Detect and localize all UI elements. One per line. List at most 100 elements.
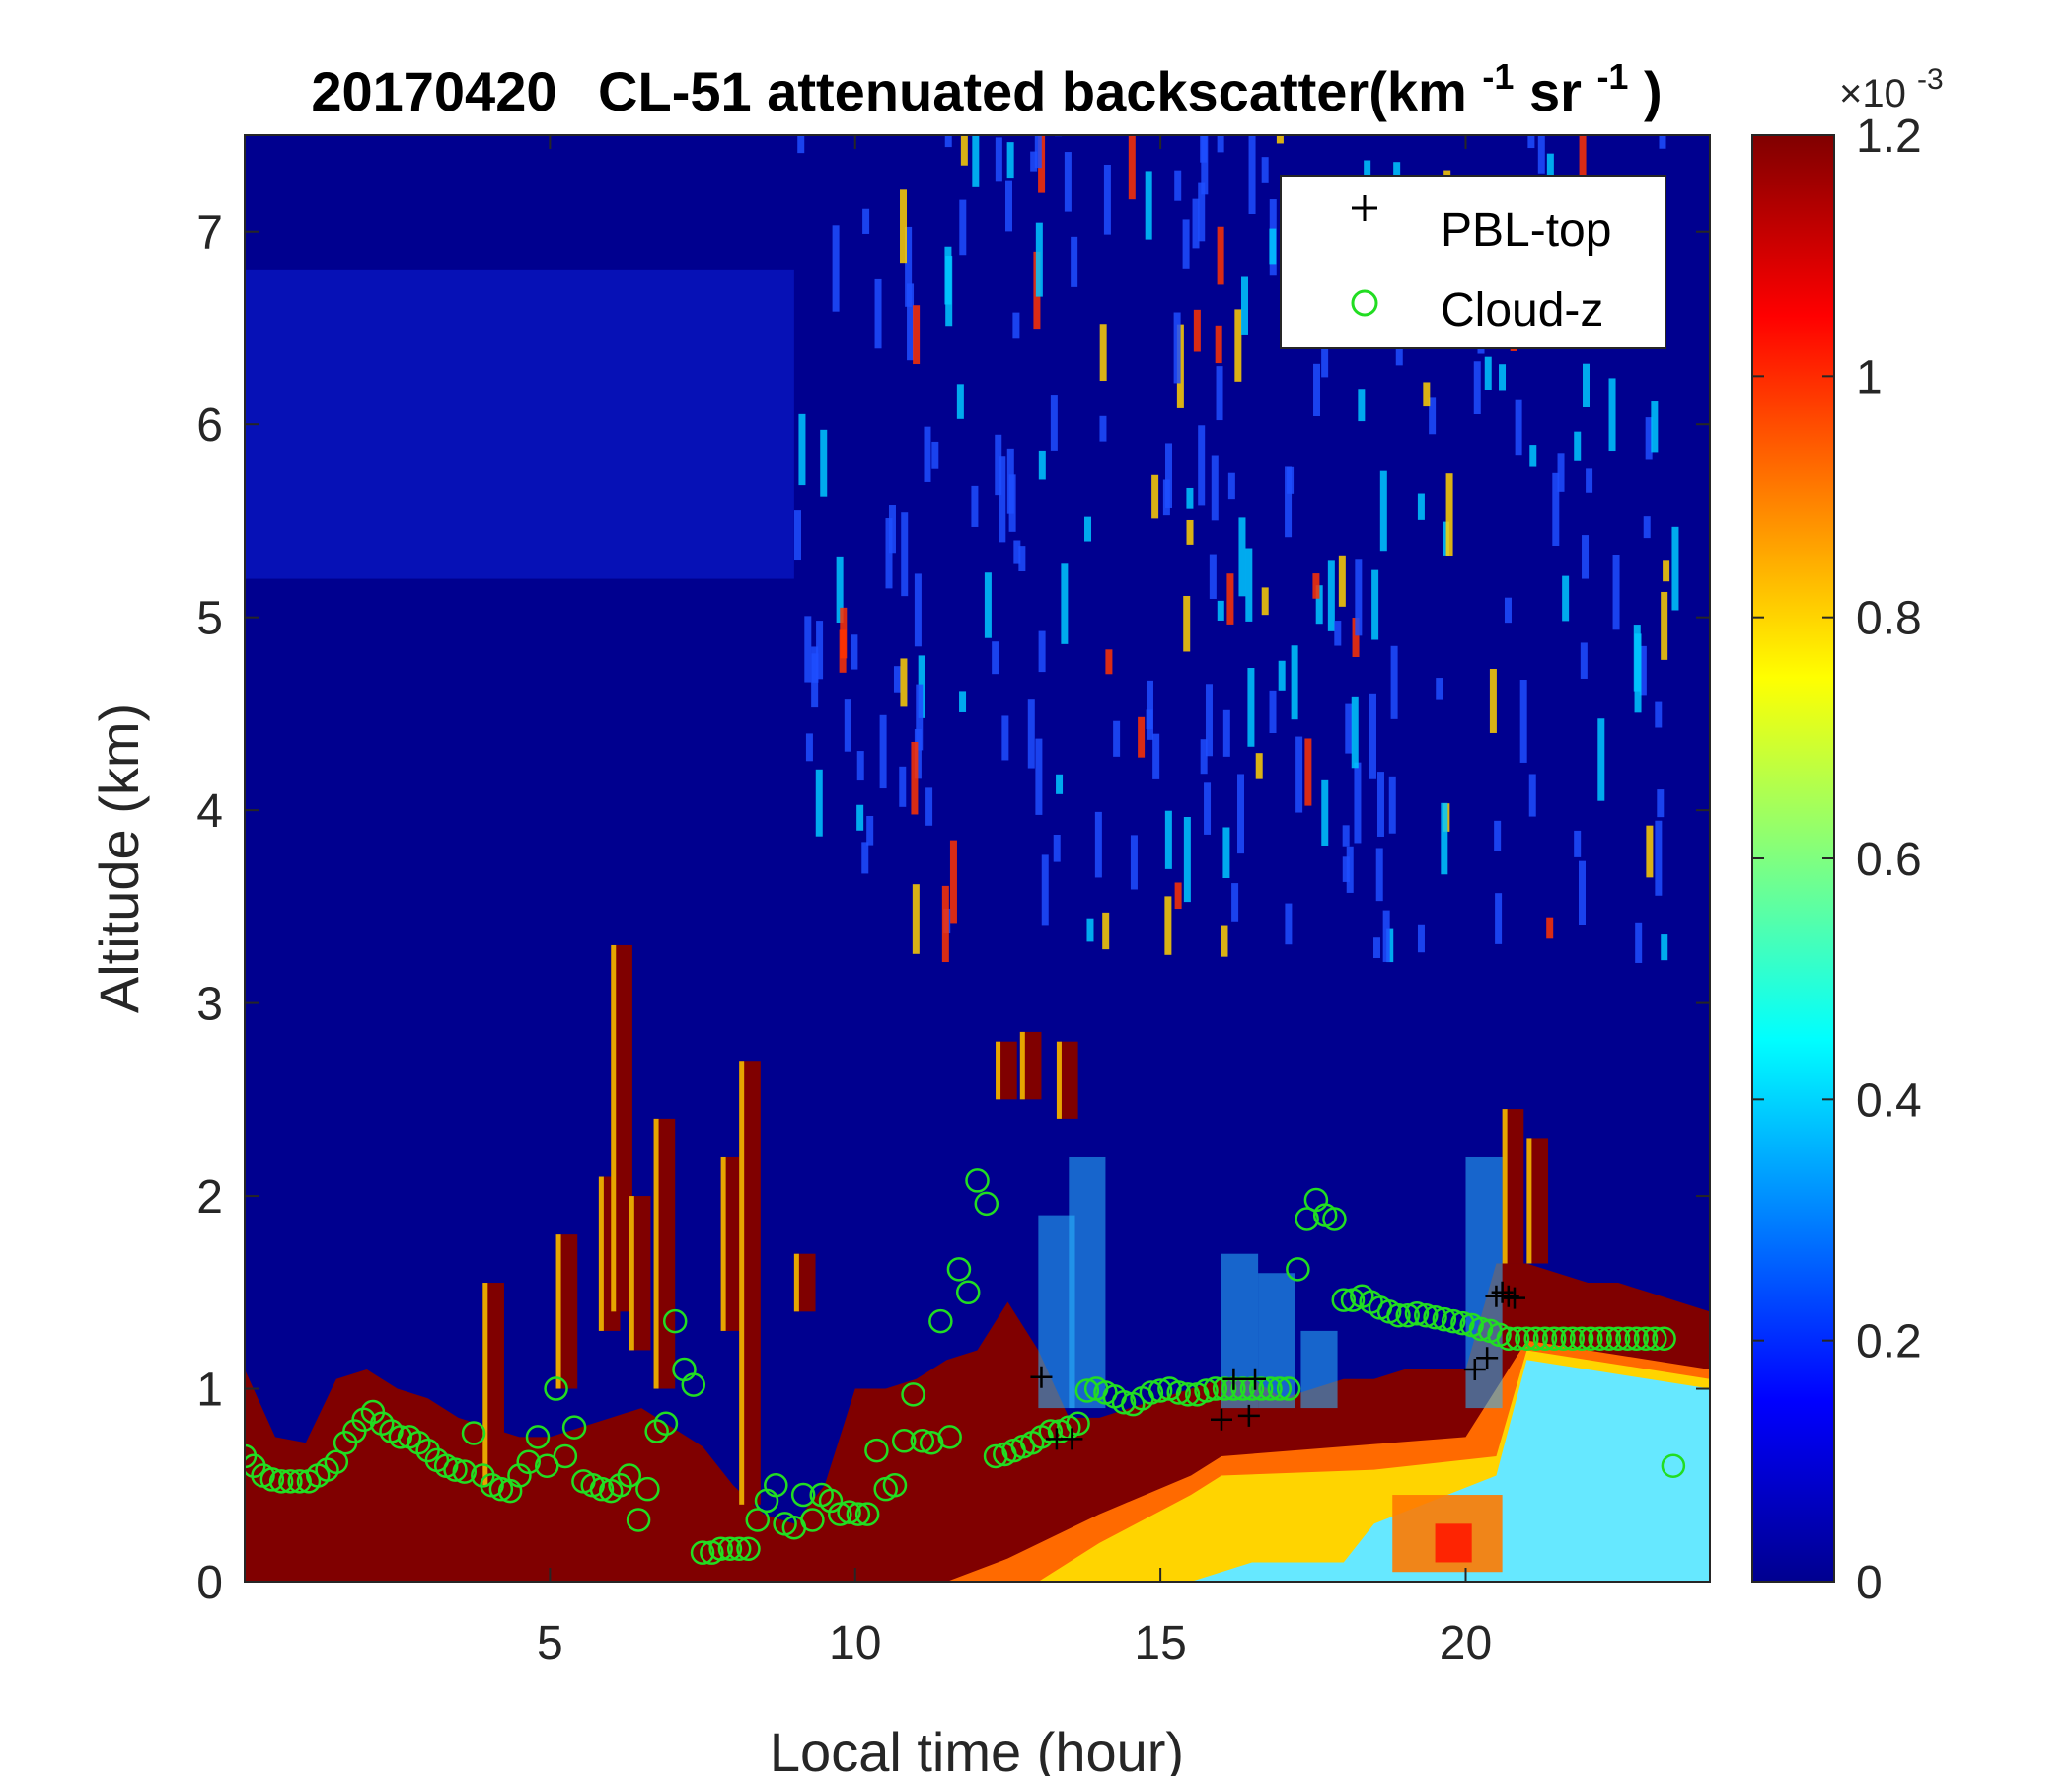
heat-speck <box>949 840 957 924</box>
chart-title-sup2: -1 <box>1596 56 1628 97</box>
heat-speck <box>941 885 949 963</box>
heat-speck <box>1528 774 1536 817</box>
cloud-z-point <box>864 1438 889 1463</box>
heat-speck <box>1574 431 1582 461</box>
heat-speck <box>1151 474 1159 519</box>
heat-speck <box>1285 903 1293 945</box>
colorbar-multiplier: ×10 -3 <box>1839 63 1944 115</box>
heat-speck <box>1278 660 1286 691</box>
heat-speck <box>1216 366 1223 421</box>
cloud-z-point <box>818 1488 844 1514</box>
heat-speck <box>1174 170 1182 201</box>
cloud-spike-edge <box>720 1156 726 1331</box>
cloud-z-point <box>1139 1380 1164 1405</box>
cloud-z-point <box>635 1476 660 1502</box>
heat-speck <box>1247 668 1255 747</box>
heat-speck <box>815 769 823 837</box>
cloud-z-point <box>388 1425 413 1449</box>
cloud-z-point <box>1496 1326 1521 1351</box>
legend-box <box>1280 175 1666 349</box>
cloud-spike <box>1526 1138 1549 1264</box>
heat-speck <box>816 621 824 680</box>
cloud-z-point <box>507 1463 532 1488</box>
heat-speck <box>811 653 819 683</box>
x-tick-label: 5 <box>537 1617 563 1669</box>
heat-speck <box>1552 472 1560 546</box>
heat-speck <box>1376 772 1384 837</box>
cloud-z-point <box>1386 1303 1411 1328</box>
cloud-z-point <box>259 1467 285 1492</box>
y-tick-label: 7 <box>196 207 223 259</box>
heat-speck <box>1269 228 1277 265</box>
heat-speck <box>1445 473 1453 557</box>
heat-speck <box>1315 585 1323 625</box>
colorbar-tick-label: 1 <box>1856 351 1883 404</box>
cloud-z-point <box>1643 1326 1667 1351</box>
heat-speck <box>1038 630 1046 673</box>
heat-speck <box>1473 361 1481 415</box>
heat-speck <box>1174 882 1182 910</box>
cloud-z-point <box>1267 1376 1293 1401</box>
heat-speck <box>905 226 913 307</box>
cloud-spike-edge <box>1526 1138 1532 1264</box>
pbl-top-point <box>1030 1366 1053 1388</box>
heat-speck <box>901 512 909 597</box>
heat-speck <box>1659 135 1666 149</box>
cloud-z-point <box>1588 1326 1612 1351</box>
heat-speck <box>1295 736 1303 813</box>
heat-speck <box>836 556 844 623</box>
cloud-spike <box>555 1234 578 1389</box>
cloud-z-point <box>919 1431 944 1455</box>
heat-speck <box>1204 782 1212 835</box>
heat-speck <box>1261 587 1269 616</box>
colorbar-tick-label: 0.2 <box>1856 1316 1922 1369</box>
chart-title-mid: sr <box>1529 60 1582 122</box>
heat-speck <box>1162 479 1170 516</box>
y-tick-label: 1 <box>196 1365 223 1417</box>
colorbar-tick-label: 0.8 <box>1856 593 1922 645</box>
heat-speck <box>1217 226 1224 285</box>
heat-speck <box>1334 621 1342 646</box>
heat-speck <box>1146 680 1153 740</box>
heat-speck <box>1261 157 1269 183</box>
cloud-z-point <box>764 1473 788 1498</box>
heat-speck <box>1222 827 1230 879</box>
heat-speck <box>1186 519 1194 545</box>
cloud-z-point <box>1111 1389 1137 1415</box>
heat-speck <box>793 510 801 561</box>
heat-speck <box>1651 401 1659 453</box>
heat-speck <box>1499 364 1507 391</box>
cloud-spike-edge <box>598 1176 604 1331</box>
cloud-z-point <box>736 1536 761 1562</box>
aerosol-plume <box>1069 1156 1106 1409</box>
heat-speck <box>1429 397 1437 435</box>
heat-speck <box>1635 922 1643 963</box>
heat-speck <box>1001 715 1009 761</box>
heat-speck <box>984 572 992 638</box>
heat-speck <box>1633 625 1641 692</box>
heat-speck <box>1209 554 1217 599</box>
heat-speck <box>1193 309 1201 352</box>
heat-speck <box>1245 548 1253 622</box>
cloud-z-point <box>589 1476 615 1502</box>
heat-speck <box>1342 856 1350 882</box>
heat-speck <box>1130 835 1138 890</box>
cloud-z-point <box>287 1469 312 1494</box>
heat-speck <box>1352 618 1360 658</box>
heat-speck <box>1198 182 1206 242</box>
heat-speck <box>1574 830 1582 857</box>
heat-speck <box>866 815 874 846</box>
heat-speck <box>1612 555 1620 630</box>
cloud-spike <box>482 1283 504 1486</box>
cloud-z-point <box>1468 1316 1494 1342</box>
colorbar-multiplier-base: ×10 <box>1839 72 1906 115</box>
heat-speck <box>1186 487 1194 509</box>
cloud-z-point <box>1038 1419 1063 1443</box>
cloud-z-point <box>561 1415 587 1440</box>
heat-speck <box>1441 802 1448 875</box>
cloud-z-point <box>443 1457 468 1482</box>
cloud-spike-edge <box>629 1196 634 1351</box>
heat-speck <box>907 283 915 361</box>
heat-speck <box>1373 937 1381 959</box>
cloud-z-point <box>452 1459 477 1484</box>
